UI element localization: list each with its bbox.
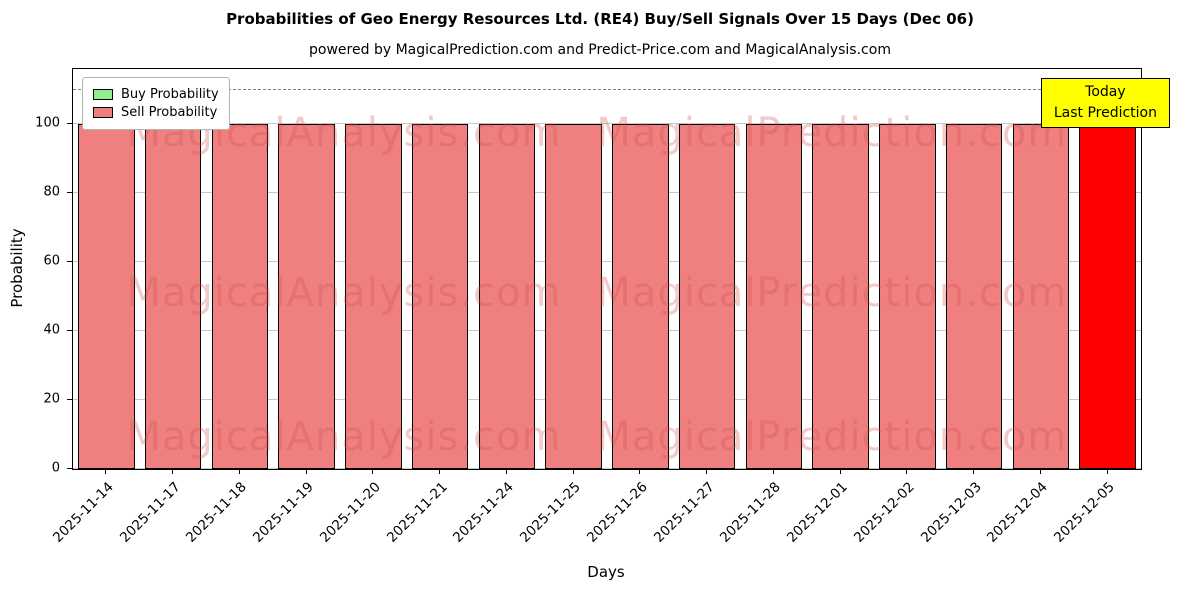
y-tick-mark bbox=[67, 329, 72, 331]
x-tick-mark bbox=[439, 469, 441, 474]
gridline bbox=[73, 399, 1141, 401]
today-annotation: Today Last Prediction bbox=[1040, 78, 1170, 128]
bar bbox=[945, 124, 1003, 469]
x-tick-label: 2025-11-28 bbox=[717, 479, 785, 546]
x-tick-mark bbox=[1106, 469, 1108, 474]
gridline bbox=[73, 261, 1141, 263]
x-tick-mark bbox=[973, 469, 975, 474]
x-tick-mark bbox=[906, 469, 908, 474]
x-tick-label: 2025-12-03 bbox=[917, 479, 985, 546]
x-tick-label: 2025-11-20 bbox=[316, 479, 384, 546]
annotation-line1: Today bbox=[1085, 84, 1126, 100]
bar bbox=[545, 124, 602, 469]
legend-item-buy: Buy Probability bbox=[93, 87, 219, 102]
legend-label-sell: Sell Probability bbox=[121, 105, 218, 120]
y-tick-mark bbox=[67, 398, 72, 400]
x-tick-label: 2025-12-05 bbox=[1051, 479, 1118, 546]
bar bbox=[612, 124, 669, 469]
y-tick-label: 60 bbox=[43, 253, 60, 269]
x-tick-mark bbox=[172, 469, 174, 474]
x-tick-label: 2025-11-27 bbox=[650, 479, 718, 546]
x-tick-label: 2025-11-19 bbox=[250, 479, 317, 546]
legend-item-sell: Sell Probability bbox=[93, 105, 219, 120]
x-tick-mark bbox=[305, 469, 307, 474]
x-tick-label: 2025-11-24 bbox=[450, 479, 518, 546]
x-tick-mark bbox=[238, 469, 240, 474]
y-tick-label: 0 bbox=[51, 460, 60, 476]
bar bbox=[478, 124, 536, 469]
bar bbox=[345, 124, 402, 469]
buy-swatch bbox=[93, 89, 113, 100]
x-tick-mark bbox=[572, 469, 574, 474]
x-tick-mark bbox=[105, 469, 107, 474]
y-tick-label: 40 bbox=[43, 322, 60, 338]
x-tick-label: 2025-11-14 bbox=[49, 479, 117, 546]
annotation-line2: Last Prediction bbox=[1053, 105, 1157, 121]
bar bbox=[211, 124, 269, 469]
bar bbox=[812, 124, 869, 469]
bar bbox=[278, 124, 335, 469]
y-tick-label: 100 bbox=[35, 115, 60, 131]
chart-subtitle: powered by MagicalPrediction.com and Pre… bbox=[309, 42, 891, 58]
x-tick-mark bbox=[505, 469, 507, 474]
x-tick-mark bbox=[1039, 469, 1041, 474]
x-tick-label: 2025-11-17 bbox=[116, 479, 184, 546]
bar bbox=[78, 124, 135, 469]
y-tick-mark bbox=[67, 122, 72, 124]
x-tick-label: 2025-11-21 bbox=[383, 479, 451, 546]
x-tick-mark bbox=[639, 469, 641, 474]
legend: Buy Probability Sell Probability bbox=[82, 77, 230, 130]
legend-label-buy: Buy Probability bbox=[121, 87, 219, 102]
bar bbox=[411, 124, 469, 469]
bar bbox=[1079, 124, 1136, 469]
x-tick-label: 2025-12-04 bbox=[984, 479, 1052, 546]
dashed-threshold-line bbox=[73, 88, 1141, 90]
bar bbox=[678, 124, 736, 469]
gridline bbox=[73, 192, 1141, 194]
x-tick-mark bbox=[772, 469, 774, 474]
x-tick-label: 2025-12-02 bbox=[850, 479, 918, 546]
x-tick-mark bbox=[372, 469, 374, 474]
y-axis: 0 20 40 60 80 100 bbox=[0, 68, 72, 476]
sell-swatch bbox=[93, 107, 113, 118]
gridline bbox=[73, 123, 1141, 125]
chart-title: Probabilities of Geo Energy Resources Lt… bbox=[226, 10, 974, 28]
x-axis-label: Days bbox=[587, 563, 625, 581]
y-tick-mark bbox=[67, 191, 72, 193]
y-tick-label: 80 bbox=[43, 184, 60, 200]
x-tick-label: 2025-11-18 bbox=[183, 479, 251, 546]
bar bbox=[144, 124, 202, 469]
y-tick-mark bbox=[67, 467, 72, 469]
plot-area: MagicalAnalysis.com MagicalPrediction.com… bbox=[72, 68, 1142, 470]
y-tick-mark bbox=[67, 260, 72, 262]
x-tick-label: 2025-12-01 bbox=[784, 479, 851, 546]
gridline bbox=[73, 330, 1141, 332]
x-tick-mark bbox=[839, 469, 841, 474]
x-tick-label: 2025-11-26 bbox=[583, 479, 651, 546]
x-axis: 2025-11-14 2025-11-17 2025-11-18 2025-11-19… bbox=[50, 469, 1140, 564]
bar bbox=[879, 124, 936, 469]
bar bbox=[745, 124, 803, 469]
x-tick-mark bbox=[706, 469, 708, 474]
x-tick-label: 2025-11-25 bbox=[517, 479, 584, 546]
gridline bbox=[73, 468, 1141, 469]
bar bbox=[1012, 124, 1070, 469]
y-tick-label: 20 bbox=[43, 391, 60, 407]
